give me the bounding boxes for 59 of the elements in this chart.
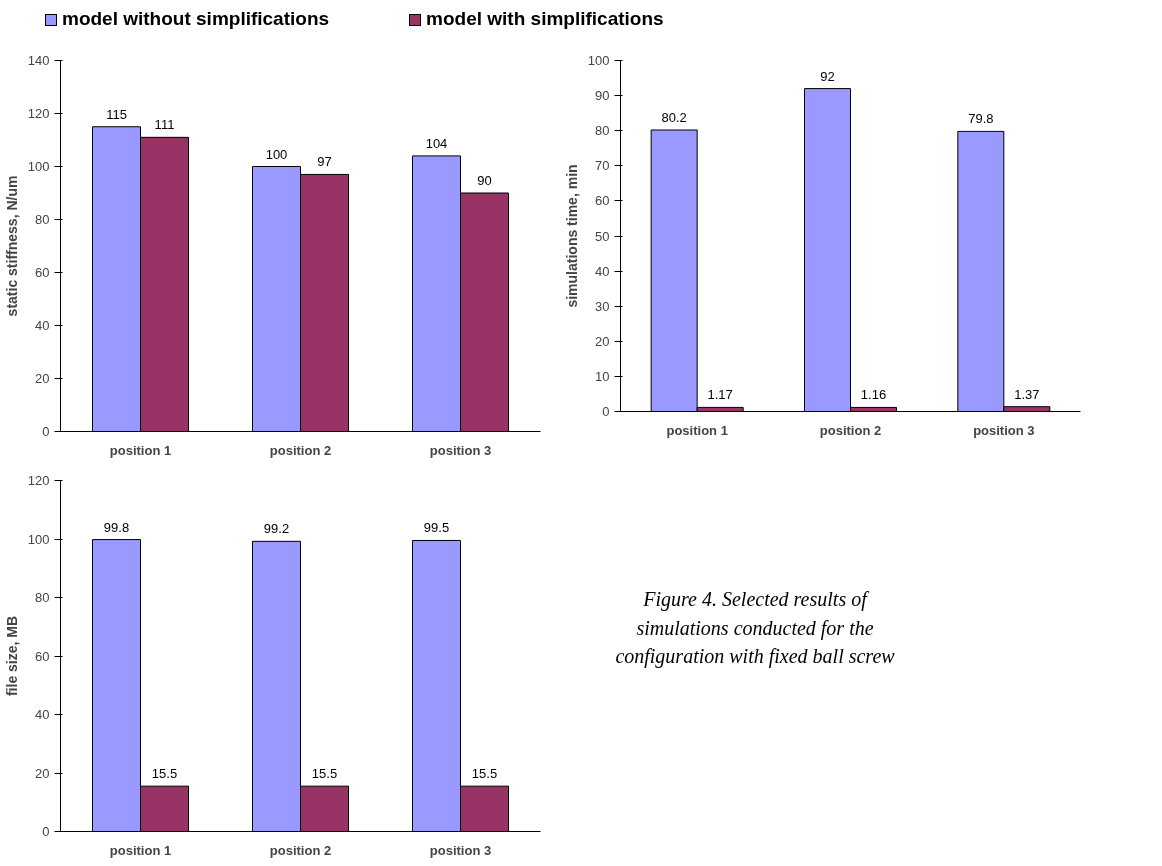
y-tick-label: 60 xyxy=(595,193,610,209)
data-label: 15.5 xyxy=(151,766,178,782)
y-tick-label: 90 xyxy=(595,88,610,104)
y-tick-label: 100 xyxy=(27,159,50,174)
data-label: 80.2 xyxy=(661,110,687,125)
y-tick-label: 0 xyxy=(602,404,610,419)
x-tick-label: position 2 xyxy=(269,842,332,858)
x-tick-label: position 1 xyxy=(109,842,172,858)
data-label: 99.2 xyxy=(263,521,290,537)
x-tick-label: position 3 xyxy=(973,422,1035,438)
data-label: 111 xyxy=(154,117,175,133)
y-axis-title: simulations time, min xyxy=(563,164,580,308)
y-tick-label: 60 xyxy=(35,648,50,664)
y-tick-label: 50 xyxy=(595,228,610,244)
data-label: 1.16 xyxy=(860,387,887,403)
data-label: 115 xyxy=(106,106,127,122)
y-tick-label: 80 xyxy=(35,212,50,227)
y-tick-label: 20 xyxy=(595,333,610,349)
y-tick-label: 60 xyxy=(35,265,50,280)
y-tick-label: 40 xyxy=(35,318,50,333)
y-tick-label: 20 xyxy=(35,371,50,386)
y-tick-label: 100 xyxy=(27,531,50,547)
x-tick-label: position 3 xyxy=(429,442,492,458)
x-tick-label: position 1 xyxy=(666,422,728,438)
y-tick-label: 20 xyxy=(35,765,50,781)
y-tick-label: 10 xyxy=(595,368,610,384)
data-label: 15.5 xyxy=(471,766,498,782)
y-tick-label: 40 xyxy=(35,707,50,722)
data-label: 99.8 xyxy=(103,519,130,535)
y-tick-label: 120 xyxy=(27,473,50,488)
x-tick-label: position 2 xyxy=(269,442,332,458)
data-label: 100 xyxy=(265,146,288,162)
y-tick-label: 100 xyxy=(587,53,610,68)
data-label: 97 xyxy=(317,154,332,170)
y-tick-label: 80 xyxy=(595,123,610,139)
legend-label: model with simplifications xyxy=(425,8,664,29)
y-tick-label: 80 xyxy=(35,590,50,605)
caption: Figure 4. Selected results of simulations conducted for the configuration with fixed ball screw xyxy=(614,587,896,670)
data-label: 99.5 xyxy=(423,520,450,536)
x-tick-label: position 1 xyxy=(109,442,172,458)
x-tick-label: position 3 xyxy=(429,842,492,858)
y-axis-title: file size, MB xyxy=(3,615,20,697)
data-label: 79.8 xyxy=(968,111,994,127)
y-tick-label: 140 xyxy=(27,53,50,68)
data-label: 104 xyxy=(425,135,448,151)
data-label: 1.17 xyxy=(707,387,733,403)
legend-label: model without simplifications xyxy=(61,8,330,29)
data-label: 92 xyxy=(820,68,835,84)
y-tick-label: 120 xyxy=(27,106,50,121)
x-tick-label: position 2 xyxy=(819,422,882,438)
y-tick-label: 30 xyxy=(595,298,610,314)
y-axis-title: static stiffness, N/um xyxy=(3,175,20,317)
y-tick-label: 0 xyxy=(42,824,50,839)
y-tick-label: 0 xyxy=(42,424,50,439)
y-tick-label: 70 xyxy=(595,158,610,174)
data-label: 1.37 xyxy=(1014,386,1040,402)
data-label: 15.5 xyxy=(311,766,338,782)
y-tick-label: 40 xyxy=(595,263,610,279)
data-label: 90 xyxy=(477,173,492,188)
